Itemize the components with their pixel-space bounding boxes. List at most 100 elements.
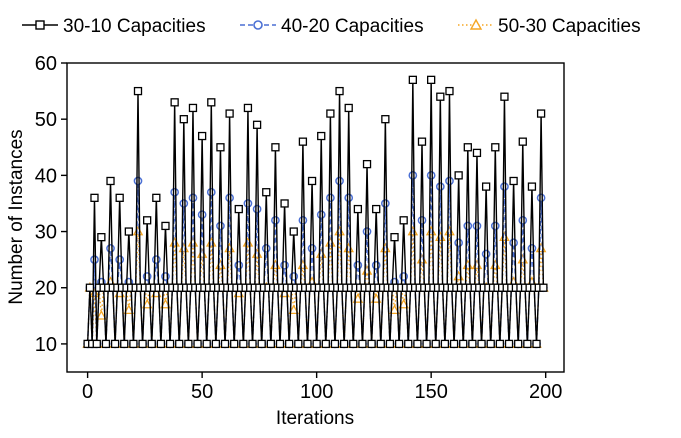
data-point xyxy=(422,339,431,349)
data-point xyxy=(472,221,482,231)
data-point xyxy=(407,225,419,236)
data-point xyxy=(335,86,344,96)
data-point xyxy=(459,339,468,349)
data-point xyxy=(394,339,404,349)
data-point xyxy=(224,242,235,253)
data-point xyxy=(133,86,143,96)
data-point xyxy=(536,109,546,118)
data-point xyxy=(115,193,124,202)
data-point xyxy=(343,242,355,253)
data-point xyxy=(262,188,271,197)
data-point xyxy=(187,236,199,247)
data-point xyxy=(96,309,107,320)
data-point xyxy=(523,339,532,349)
data-point xyxy=(417,215,427,225)
data-point xyxy=(239,339,248,349)
legend-item-50-30: 50-30 Capacities xyxy=(458,16,641,37)
legend-label-30-10: 30-10 Capacities xyxy=(63,16,206,37)
data-point xyxy=(462,259,474,270)
data-point xyxy=(197,131,207,141)
y-tick-label: 40 xyxy=(35,165,57,187)
legend-label-50-30: 50-30 Capacities xyxy=(498,16,641,37)
data-point xyxy=(486,339,495,349)
data-point xyxy=(463,143,472,152)
data-point xyxy=(106,244,115,253)
legend-item-30-10: 30-10 Capacities xyxy=(22,16,206,37)
data-point xyxy=(206,187,216,197)
data-point xyxy=(381,115,390,124)
data-point xyxy=(325,236,336,247)
x-axis-label: Iterations xyxy=(276,408,354,429)
data-point xyxy=(234,204,243,214)
data-point xyxy=(504,339,514,349)
data-point xyxy=(453,270,464,281)
data-point xyxy=(179,115,188,124)
data-point xyxy=(499,231,510,242)
data-point xyxy=(321,339,330,349)
data-point xyxy=(289,227,298,236)
data-point xyxy=(178,242,190,253)
data-point xyxy=(234,260,244,270)
data-point xyxy=(468,339,477,349)
data-point xyxy=(527,182,537,191)
data-point xyxy=(133,176,143,186)
data-point xyxy=(216,143,225,152)
data-point xyxy=(261,244,271,253)
data-point xyxy=(220,339,230,349)
data-point xyxy=(252,120,262,129)
data-point xyxy=(408,171,418,180)
data-point xyxy=(353,260,363,270)
data-point xyxy=(169,236,180,247)
data-point xyxy=(335,176,344,186)
legend-marker-50-30 xyxy=(469,18,483,30)
data-point xyxy=(436,92,445,101)
data-point xyxy=(193,339,202,349)
data-point xyxy=(408,75,417,85)
data-point xyxy=(372,204,381,214)
data-point xyxy=(280,260,289,270)
axes-layer: 0 50 100 150 200 10 20 30 40 50 60 xyxy=(35,53,563,403)
data-point xyxy=(426,171,436,180)
data-point xyxy=(307,244,317,253)
data-point xyxy=(298,215,308,225)
data-point xyxy=(532,339,541,349)
data-point xyxy=(490,221,500,231)
data-point xyxy=(225,109,234,118)
data-point xyxy=(317,131,326,141)
data-point xyxy=(197,210,207,220)
data-point xyxy=(243,199,253,208)
data-point xyxy=(425,225,437,236)
data-point xyxy=(390,233,399,242)
data-point xyxy=(344,103,353,113)
data-point xyxy=(270,259,281,270)
data-point xyxy=(101,339,111,349)
data-point xyxy=(179,199,189,208)
y-tick-label: 60 xyxy=(35,53,57,75)
data-point xyxy=(413,339,422,349)
data-point xyxy=(334,225,345,236)
x-tick-label: 100 xyxy=(300,381,333,403)
data-point xyxy=(252,204,262,214)
data-point xyxy=(449,339,459,349)
data-point xyxy=(489,259,501,270)
data-point xyxy=(215,259,226,270)
data-point xyxy=(170,187,179,197)
data-point xyxy=(509,176,518,186)
legend-label-40-20: 40-20 Capacities xyxy=(281,16,424,37)
legend-marker-40-20 xyxy=(253,20,263,30)
data-point xyxy=(330,339,340,349)
data-point xyxy=(471,259,483,270)
data-point xyxy=(445,86,454,96)
data-point xyxy=(205,236,217,247)
data-point xyxy=(500,182,509,191)
data-point xyxy=(196,248,208,258)
data-point xyxy=(129,339,138,349)
y-tick-label: 10 xyxy=(35,334,57,356)
data-point xyxy=(152,193,161,202)
data-point xyxy=(202,339,211,349)
x-tick-label: 200 xyxy=(529,381,562,403)
data-point xyxy=(385,339,395,349)
data-point xyxy=(120,339,129,349)
data-point xyxy=(517,253,529,264)
